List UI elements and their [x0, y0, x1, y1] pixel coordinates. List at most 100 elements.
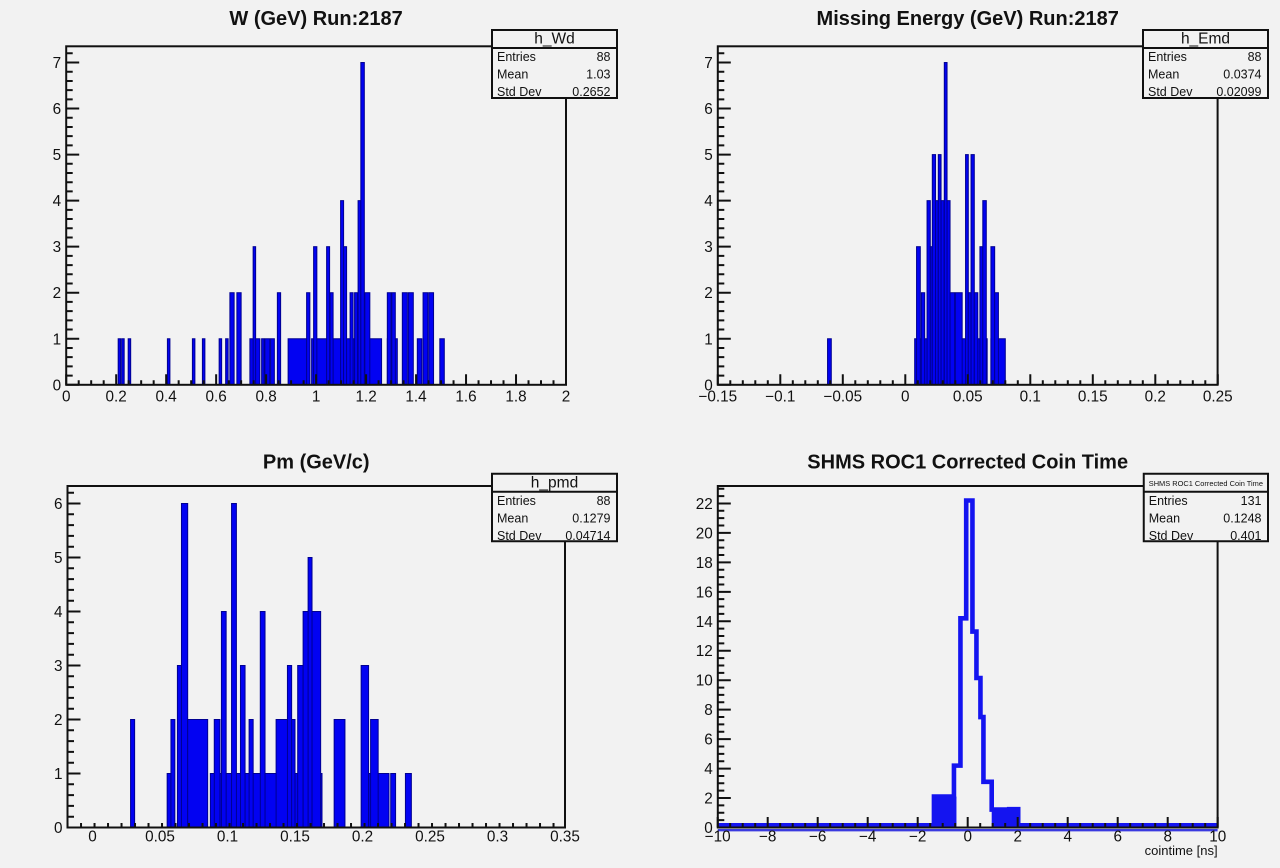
svg-text:4: 4 [704, 761, 713, 778]
svg-text:0.25: 0.25 [1203, 388, 1233, 405]
svg-text:−8: −8 [759, 829, 776, 846]
svg-text:8: 8 [1163, 829, 1172, 846]
svg-text:Mean: Mean [1148, 68, 1179, 82]
svg-text:16: 16 [696, 584, 713, 601]
svg-text:0.2652: 0.2652 [572, 85, 610, 99]
svg-text:Std Dev: Std Dev [1149, 529, 1194, 543]
svg-text:Entries: Entries [497, 50, 536, 64]
svg-text:Mean: Mean [497, 68, 528, 82]
svg-text:0.1: 0.1 [1020, 388, 1041, 405]
svg-text:Std Dev: Std Dev [1148, 85, 1193, 99]
svg-text:0.0374: 0.0374 [1223, 68, 1261, 82]
svg-text:3: 3 [54, 658, 63, 675]
svg-text:0.02099: 0.02099 [1216, 85, 1261, 99]
svg-text:12: 12 [696, 643, 713, 660]
svg-text:6: 6 [704, 101, 713, 118]
svg-text:cointime [ns]: cointime [ns] [1145, 843, 1218, 858]
svg-text:4: 4 [54, 604, 63, 621]
svg-text:Entries: Entries [1149, 494, 1188, 508]
svg-text:SHMS ROC1 Corrected Coin Time: SHMS ROC1 Corrected Coin Time [807, 452, 1128, 474]
svg-text:SHMS ROC1 Corrected Coin Time: SHMS ROC1 Corrected Coin Time [1149, 481, 1263, 488]
svg-text:0.1: 0.1 [217, 829, 238, 846]
svg-text:1: 1 [704, 331, 713, 348]
svg-text:−6: −6 [809, 829, 826, 846]
svg-text:6: 6 [1113, 829, 1122, 846]
svg-text:131: 131 [1241, 494, 1262, 508]
svg-text:0.05: 0.05 [145, 829, 175, 846]
svg-text:0: 0 [704, 820, 713, 837]
svg-text:−4: −4 [859, 829, 877, 846]
svg-text:88: 88 [597, 494, 611, 508]
svg-text:2: 2 [704, 285, 713, 302]
svg-text:20: 20 [696, 525, 713, 542]
svg-text:0.25: 0.25 [415, 829, 445, 846]
svg-text:Entries: Entries [1148, 50, 1187, 64]
svg-text:1.03: 1.03 [586, 68, 610, 82]
svg-text:1: 1 [54, 766, 63, 783]
svg-text:Std Dev: Std Dev [497, 529, 542, 543]
svg-text:W (GeV) Run:2187: W (GeV) Run:2187 [229, 8, 402, 30]
svg-text:−10: −10 [705, 829, 731, 846]
svg-text:0.04714: 0.04714 [565, 529, 610, 543]
svg-text:10: 10 [696, 673, 713, 690]
svg-text:0.401: 0.401 [1230, 529, 1261, 543]
svg-text:2: 2 [1013, 829, 1022, 846]
svg-text:7: 7 [704, 55, 713, 72]
svg-text:0.1248: 0.1248 [1223, 511, 1261, 525]
svg-text:0.35: 0.35 [550, 829, 580, 846]
svg-text:7: 7 [53, 55, 62, 72]
svg-text:1: 1 [53, 331, 62, 348]
svg-text:88: 88 [597, 50, 611, 64]
svg-text:0: 0 [88, 829, 97, 846]
svg-text:−0.15: −0.15 [698, 388, 737, 405]
svg-text:5: 5 [53, 147, 62, 164]
svg-text:−2: −2 [909, 829, 926, 846]
svg-text:3: 3 [53, 239, 62, 256]
svg-text:Missing Energy (GeV) Run:2187: Missing Energy (GeV) Run:2187 [817, 8, 1119, 30]
svg-text:18: 18 [696, 555, 713, 572]
svg-text:Mean: Mean [497, 511, 528, 525]
svg-text:1.8: 1.8 [505, 388, 526, 405]
svg-text:0.2: 0.2 [1145, 388, 1166, 405]
svg-text:4: 4 [53, 193, 62, 210]
svg-text:Std Dev: Std Dev [497, 85, 542, 99]
svg-text:0.1279: 0.1279 [572, 511, 610, 525]
svg-text:0.15: 0.15 [1078, 388, 1108, 405]
svg-text:88: 88 [1248, 50, 1262, 64]
svg-text:4: 4 [1063, 829, 1072, 846]
svg-text:Entries: Entries [497, 494, 536, 508]
svg-text:0: 0 [54, 820, 63, 837]
svg-text:0.2: 0.2 [352, 829, 373, 846]
svg-text:0: 0 [963, 829, 972, 846]
svg-text:0.8: 0.8 [255, 388, 276, 405]
svg-text:2: 2 [53, 285, 62, 302]
svg-text:5: 5 [704, 147, 713, 164]
svg-text:h_Emd: h_Emd [1181, 31, 1230, 48]
svg-text:4: 4 [704, 193, 713, 210]
svg-text:0: 0 [704, 377, 713, 394]
svg-text:h_Wd: h_Wd [534, 31, 575, 48]
svg-text:0.2: 0.2 [106, 388, 127, 405]
svg-text:5: 5 [54, 550, 63, 567]
svg-text:2: 2 [562, 388, 571, 405]
svg-text:10: 10 [1209, 829, 1226, 846]
svg-text:−0.1: −0.1 [765, 388, 795, 405]
svg-text:−0.05: −0.05 [823, 388, 862, 405]
svg-text:0.6: 0.6 [206, 388, 227, 405]
svg-text:0: 0 [901, 388, 910, 405]
svg-text:1: 1 [312, 388, 321, 405]
svg-text:3: 3 [704, 239, 713, 256]
svg-text:1.4: 1.4 [405, 388, 427, 405]
svg-text:0.3: 0.3 [487, 829, 508, 846]
svg-text:1.2: 1.2 [355, 388, 376, 405]
svg-text:8: 8 [704, 702, 713, 719]
svg-text:Pm (GeV/c): Pm (GeV/c) [263, 452, 370, 474]
svg-text:6: 6 [53, 101, 62, 118]
svg-text:14: 14 [696, 614, 714, 631]
svg-text:2: 2 [704, 791, 713, 808]
svg-text:0.15: 0.15 [280, 829, 310, 846]
svg-text:22: 22 [696, 496, 713, 513]
svg-text:Mean: Mean [1149, 511, 1180, 525]
svg-text:0.4: 0.4 [156, 388, 178, 405]
svg-text:2: 2 [54, 712, 63, 729]
